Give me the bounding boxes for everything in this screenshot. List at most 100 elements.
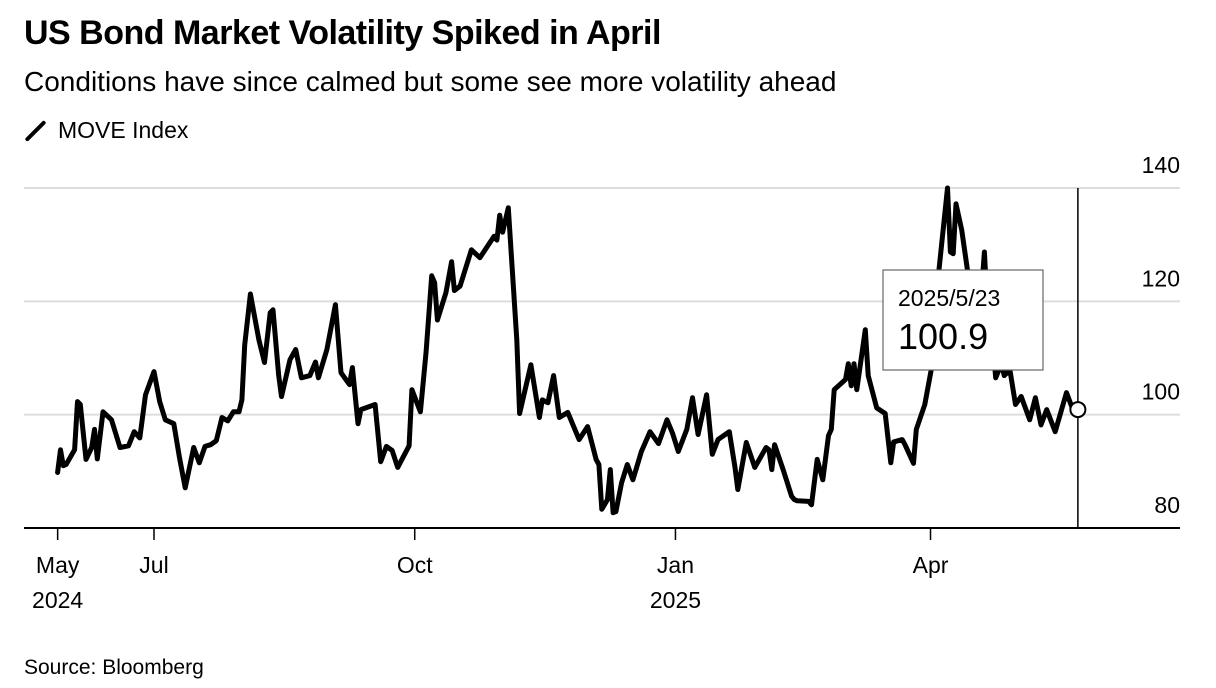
data-point bbox=[648, 429, 653, 434]
data-point bbox=[95, 456, 100, 461]
data-point bbox=[585, 424, 590, 429]
data-point bbox=[545, 400, 550, 405]
data-point bbox=[1013, 402, 1018, 407]
x-tick-label: Jul bbox=[139, 552, 168, 578]
data-point bbox=[710, 452, 715, 457]
data-point bbox=[449, 259, 454, 264]
data-point bbox=[676, 449, 681, 454]
data-point bbox=[333, 302, 338, 307]
data-point bbox=[307, 373, 312, 378]
data-point bbox=[769, 467, 774, 472]
data-point bbox=[494, 238, 499, 243]
data-point bbox=[829, 427, 834, 432]
data-point bbox=[863, 327, 868, 332]
x-tick-year-label: 2024 bbox=[32, 587, 83, 613]
data-point bbox=[639, 449, 644, 454]
data-point bbox=[716, 437, 721, 442]
data-point bbox=[500, 230, 505, 235]
data-point bbox=[1044, 407, 1049, 412]
data-point bbox=[191, 445, 196, 450]
tooltip-box bbox=[882, 269, 1044, 371]
data-point bbox=[171, 421, 176, 426]
data-point bbox=[565, 410, 570, 415]
data-point bbox=[625, 462, 630, 467]
data-point bbox=[704, 392, 709, 397]
data-point bbox=[1053, 429, 1058, 434]
data-point bbox=[92, 427, 97, 432]
data-point bbox=[409, 387, 414, 392]
data-point bbox=[378, 459, 383, 464]
data-point bbox=[231, 409, 236, 414]
data-point bbox=[551, 373, 556, 378]
y-tick-label: 140 bbox=[1142, 152, 1180, 178]
data-point bbox=[914, 427, 919, 432]
data-point bbox=[832, 387, 837, 392]
data-point bbox=[815, 457, 820, 462]
data-point bbox=[183, 485, 188, 490]
data-point bbox=[959, 227, 964, 232]
data-point bbox=[945, 186, 950, 191]
data-point bbox=[557, 415, 562, 420]
data-point bbox=[1019, 394, 1024, 399]
data-point bbox=[497, 213, 502, 218]
data-point bbox=[84, 457, 89, 462]
x-axis-ticks: May 2024 Jul Oct Jan 2025 Apr bbox=[32, 529, 949, 613]
data-point bbox=[866, 373, 871, 378]
data-point bbox=[630, 477, 635, 482]
data-point bbox=[772, 442, 777, 447]
data-point bbox=[429, 273, 434, 278]
data-point bbox=[339, 370, 344, 375]
y-tick-label: 120 bbox=[1142, 265, 1180, 291]
x-tick-label: May bbox=[36, 552, 80, 578]
legend: MOVE Index bbox=[24, 117, 188, 144]
data-point bbox=[684, 427, 689, 432]
data-point bbox=[279, 394, 284, 399]
y-tick-label: 80 bbox=[1154, 492, 1180, 518]
data-point bbox=[826, 433, 831, 438]
data-point bbox=[435, 318, 440, 323]
data-point bbox=[299, 375, 304, 380]
data-point bbox=[157, 399, 162, 404]
source-note: Source: Bloomberg bbox=[24, 656, 204, 679]
data-point bbox=[101, 409, 106, 414]
data-point bbox=[256, 337, 261, 342]
data-point bbox=[137, 435, 142, 440]
x-tick-label: Oct bbox=[397, 552, 433, 578]
data-point bbox=[64, 462, 69, 467]
data-point bbox=[537, 415, 542, 420]
data-point bbox=[528, 362, 533, 367]
data-point bbox=[820, 477, 825, 482]
data-point bbox=[276, 373, 281, 378]
highlight-marker[interactable] bbox=[1069, 401, 1087, 419]
data-point bbox=[690, 395, 695, 400]
data-point bbox=[271, 307, 276, 312]
data-point bbox=[350, 365, 355, 370]
data-point bbox=[577, 437, 582, 442]
data-point bbox=[874, 405, 879, 410]
data-point bbox=[407, 443, 412, 448]
data-point bbox=[852, 361, 857, 366]
tooltip: 2025/5/23 100.9 bbox=[882, 269, 1044, 371]
data-point bbox=[670, 431, 675, 436]
data-point bbox=[854, 387, 859, 392]
data-point bbox=[358, 407, 363, 412]
data-point bbox=[1033, 395, 1038, 400]
x-tick-label: Jan bbox=[657, 552, 694, 578]
data-point bbox=[752, 465, 757, 470]
data-point bbox=[293, 347, 298, 352]
data-point bbox=[1002, 373, 1007, 378]
data-point bbox=[951, 251, 956, 256]
data-point bbox=[619, 480, 624, 485]
y-axis-ticks: 140 120 100 80 bbox=[1142, 152, 1180, 518]
data-point bbox=[443, 290, 448, 295]
data-point bbox=[288, 357, 293, 362]
data-point bbox=[594, 457, 599, 462]
data-point bbox=[733, 465, 738, 470]
data-point bbox=[225, 418, 230, 423]
data-point bbox=[373, 402, 378, 407]
data-point bbox=[608, 467, 613, 472]
data-point bbox=[696, 432, 701, 437]
data-point bbox=[922, 402, 927, 407]
y-tick-label: 100 bbox=[1142, 379, 1180, 405]
data-point bbox=[220, 415, 225, 420]
